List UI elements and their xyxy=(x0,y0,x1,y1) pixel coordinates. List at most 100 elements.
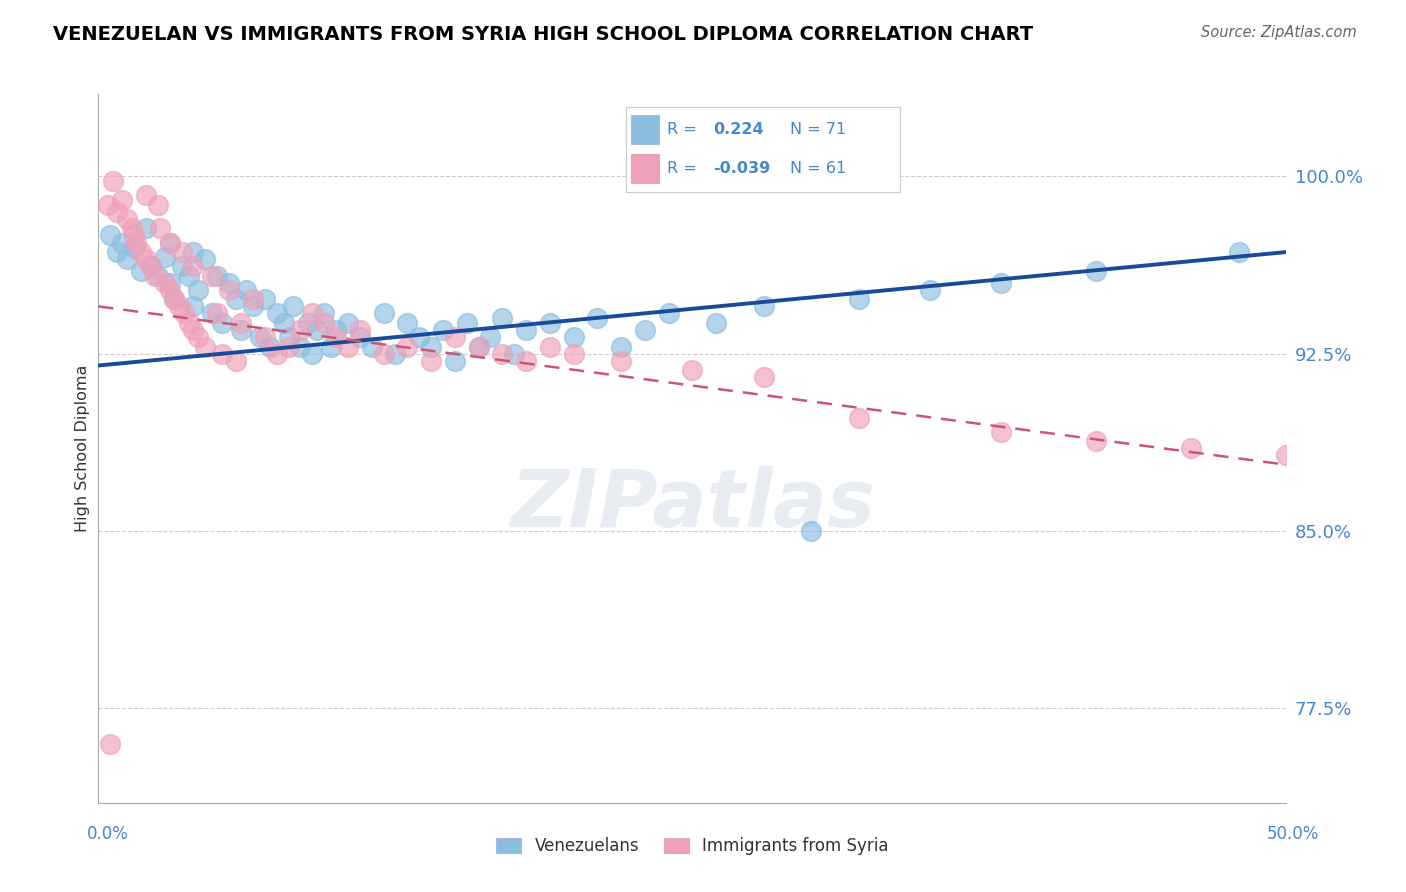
Point xyxy=(159,283,181,297)
Point xyxy=(290,340,312,354)
Point xyxy=(503,346,526,360)
Point xyxy=(515,323,537,337)
Point xyxy=(139,259,162,273)
Point xyxy=(146,198,169,212)
Point xyxy=(314,316,336,330)
Point xyxy=(396,316,419,330)
FancyBboxPatch shape xyxy=(631,153,658,183)
Point xyxy=(444,330,467,344)
Point xyxy=(1275,448,1298,462)
Point xyxy=(420,340,443,354)
Point xyxy=(235,283,257,297)
Point xyxy=(1085,264,1108,278)
Point xyxy=(115,211,138,226)
Point xyxy=(107,204,129,219)
Y-axis label: High School Diploma: High School Diploma xyxy=(75,365,90,532)
Point xyxy=(658,306,681,320)
Point xyxy=(146,268,169,283)
Point xyxy=(159,276,181,290)
Point xyxy=(432,323,454,337)
Text: R =: R = xyxy=(666,161,696,176)
Point xyxy=(360,340,382,354)
Point xyxy=(420,353,443,368)
Point xyxy=(336,316,359,330)
Point xyxy=(586,311,609,326)
Point xyxy=(111,193,134,207)
Text: 0.224: 0.224 xyxy=(713,121,763,136)
FancyBboxPatch shape xyxy=(631,115,658,145)
Point xyxy=(101,174,124,188)
Text: VENEZUELAN VS IMMIGRANTS FROM SYRIA HIGH SCHOOL DIPLOMA CORRELATION CHART: VENEZUELAN VS IMMIGRANTS FROM SYRIA HIGH… xyxy=(53,25,1033,44)
Point xyxy=(135,252,157,266)
Point xyxy=(253,293,276,307)
Point xyxy=(187,330,209,344)
Point xyxy=(491,311,513,326)
Point xyxy=(115,252,138,266)
Point xyxy=(800,524,823,538)
Point xyxy=(163,293,186,307)
Point xyxy=(194,252,217,266)
Point xyxy=(111,235,134,250)
Point xyxy=(325,330,347,344)
Point xyxy=(183,323,205,337)
Point xyxy=(266,346,288,360)
Point xyxy=(98,737,121,751)
Point xyxy=(153,276,176,290)
Point xyxy=(990,276,1012,290)
Point xyxy=(283,299,305,313)
Point xyxy=(314,306,336,320)
Point xyxy=(129,245,152,260)
Text: 0.0%: 0.0% xyxy=(87,825,129,843)
Point xyxy=(211,346,233,360)
Text: N = 71: N = 71 xyxy=(790,121,846,136)
Point xyxy=(562,346,585,360)
Point xyxy=(135,188,157,202)
Point xyxy=(121,221,143,235)
Point xyxy=(848,410,870,425)
Point xyxy=(135,221,157,235)
Point xyxy=(610,340,633,354)
Point xyxy=(752,299,775,313)
Point xyxy=(538,316,561,330)
Point xyxy=(122,228,145,243)
Point xyxy=(273,316,295,330)
Point xyxy=(170,245,193,260)
Point xyxy=(1085,434,1108,449)
Point xyxy=(211,316,233,330)
Point xyxy=(1180,441,1202,455)
Point xyxy=(187,283,209,297)
Point xyxy=(249,330,271,344)
Point xyxy=(225,293,247,307)
Point xyxy=(456,316,478,330)
Point xyxy=(920,283,942,297)
Point xyxy=(225,353,247,368)
Point xyxy=(491,346,513,360)
Point xyxy=(515,353,537,368)
Point xyxy=(139,259,162,273)
Point xyxy=(479,330,502,344)
Point xyxy=(149,221,172,235)
Point xyxy=(408,330,430,344)
Point xyxy=(305,323,328,337)
Point xyxy=(122,240,145,254)
Point xyxy=(218,276,240,290)
Point xyxy=(325,323,347,337)
Point xyxy=(336,340,359,354)
Point xyxy=(201,306,224,320)
Point xyxy=(229,316,252,330)
Text: 50.0%: 50.0% xyxy=(1267,825,1319,843)
Point xyxy=(242,293,264,307)
Text: N = 61: N = 61 xyxy=(790,161,846,176)
Point xyxy=(253,330,276,344)
Point xyxy=(97,198,120,212)
Point xyxy=(681,363,703,377)
Point xyxy=(173,306,195,320)
Point xyxy=(170,259,193,273)
Text: Source: ZipAtlas.com: Source: ZipAtlas.com xyxy=(1201,25,1357,40)
Point xyxy=(159,235,181,250)
Point xyxy=(349,323,371,337)
Point xyxy=(183,245,205,260)
Point xyxy=(1227,245,1250,260)
Point xyxy=(444,353,467,368)
Point xyxy=(98,228,121,243)
